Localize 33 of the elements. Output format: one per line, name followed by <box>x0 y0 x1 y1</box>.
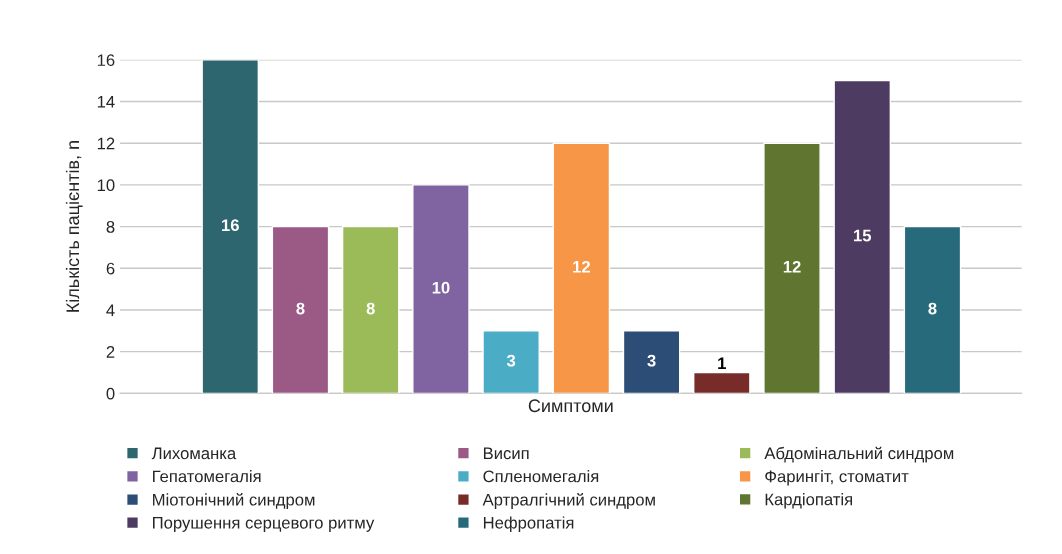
legend-label: Нефропатія <box>483 516 574 532</box>
y-tick-label: 2 <box>106 346 115 358</box>
data-label: 12 <box>573 260 590 273</box>
y-tick-label: 16 <box>97 54 115 67</box>
data-label: 3 <box>506 354 516 367</box>
data-label: 3 <box>647 354 656 367</box>
y-tick-label: 4 <box>106 304 115 316</box>
data-label: 15 <box>854 229 872 242</box>
legend-label: Міотонічний синдром <box>153 493 315 509</box>
legend-label: Лихоманка <box>151 447 237 460</box>
y-tick-label: 6 <box>106 262 115 275</box>
data-label: 10 <box>432 281 450 294</box>
y-tick-label: 0 <box>106 387 115 400</box>
legend-label: Абдомінальний синдром <box>764 446 954 463</box>
legend-label: Кардіопатія <box>765 493 853 509</box>
data-label: 1 <box>718 357 726 370</box>
data-label: 12 <box>783 260 801 273</box>
y-tick-label: 14 <box>97 96 115 108</box>
y-tick-label: 12 <box>97 137 115 150</box>
y-tick-label: 8 <box>106 220 115 233</box>
legend-label: Висип <box>483 447 529 460</box>
y-tick-label: 10 <box>97 179 115 192</box>
legend-label: Артралгічний синдром <box>482 493 655 509</box>
legend-label: Спленомегалія <box>483 470 599 483</box>
y-axis-title: Кількість пацієнтів, n <box>65 141 83 312</box>
legend-label: Порушення серцевого ритму <box>153 517 375 532</box>
data-label: 8 <box>928 302 937 315</box>
data-label: 8 <box>296 302 305 315</box>
legend-label: Фарингіт, стоматит <box>765 470 909 486</box>
legend-label: Гепатомегалія <box>153 470 261 483</box>
x-axis-title: Симптоми <box>528 399 613 413</box>
data-label: 8 <box>366 302 375 315</box>
data-label: 16 <box>222 219 239 232</box>
